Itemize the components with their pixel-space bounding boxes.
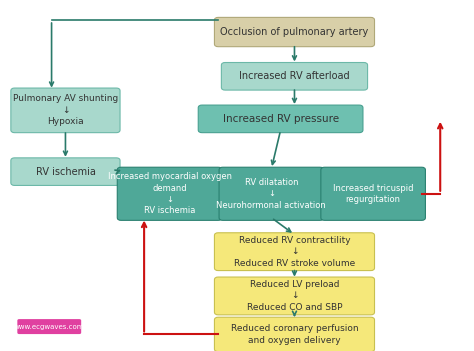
Text: Reduced RV contractility
↓
Reduced RV stroke volume: Reduced RV contractility ↓ Reduced RV st… [234,236,355,267]
FancyBboxPatch shape [11,158,120,185]
Text: Occlusion of pulmonary artery: Occlusion of pulmonary artery [220,27,369,37]
Text: Reduced LV preload
↓
Reduced CO and SBP: Reduced LV preload ↓ Reduced CO and SBP [247,280,342,312]
FancyBboxPatch shape [214,277,374,315]
Text: Pulmonary AV shunting
↓
Hypoxia: Pulmonary AV shunting ↓ Hypoxia [13,94,118,126]
FancyBboxPatch shape [198,105,363,133]
Text: Increased RV pressure: Increased RV pressure [222,114,338,124]
FancyBboxPatch shape [18,319,81,334]
Text: RV ischemia: RV ischemia [36,167,95,177]
Text: RV dilatation
↓
Neurohormonal activation: RV dilatation ↓ Neurohormonal activation [217,178,326,210]
Text: Reduced coronary perfusion
and oxygen delivery: Reduced coronary perfusion and oxygen de… [231,324,358,345]
FancyBboxPatch shape [221,62,367,90]
Text: Increased myocardial oxygen
demand
↓
RV ischemia: Increased myocardial oxygen demand ↓ RV … [108,172,232,216]
FancyBboxPatch shape [214,18,374,47]
FancyBboxPatch shape [321,167,426,220]
FancyBboxPatch shape [219,167,324,220]
FancyBboxPatch shape [214,317,374,351]
Text: Increased RV afterload: Increased RV afterload [239,71,350,81]
FancyBboxPatch shape [214,233,374,271]
Text: Increased tricuspid
regurgitation: Increased tricuspid regurgitation [333,184,413,204]
FancyBboxPatch shape [117,167,222,220]
FancyBboxPatch shape [11,88,120,133]
Text: www.ecgwaves.com: www.ecgwaves.com [14,324,84,330]
